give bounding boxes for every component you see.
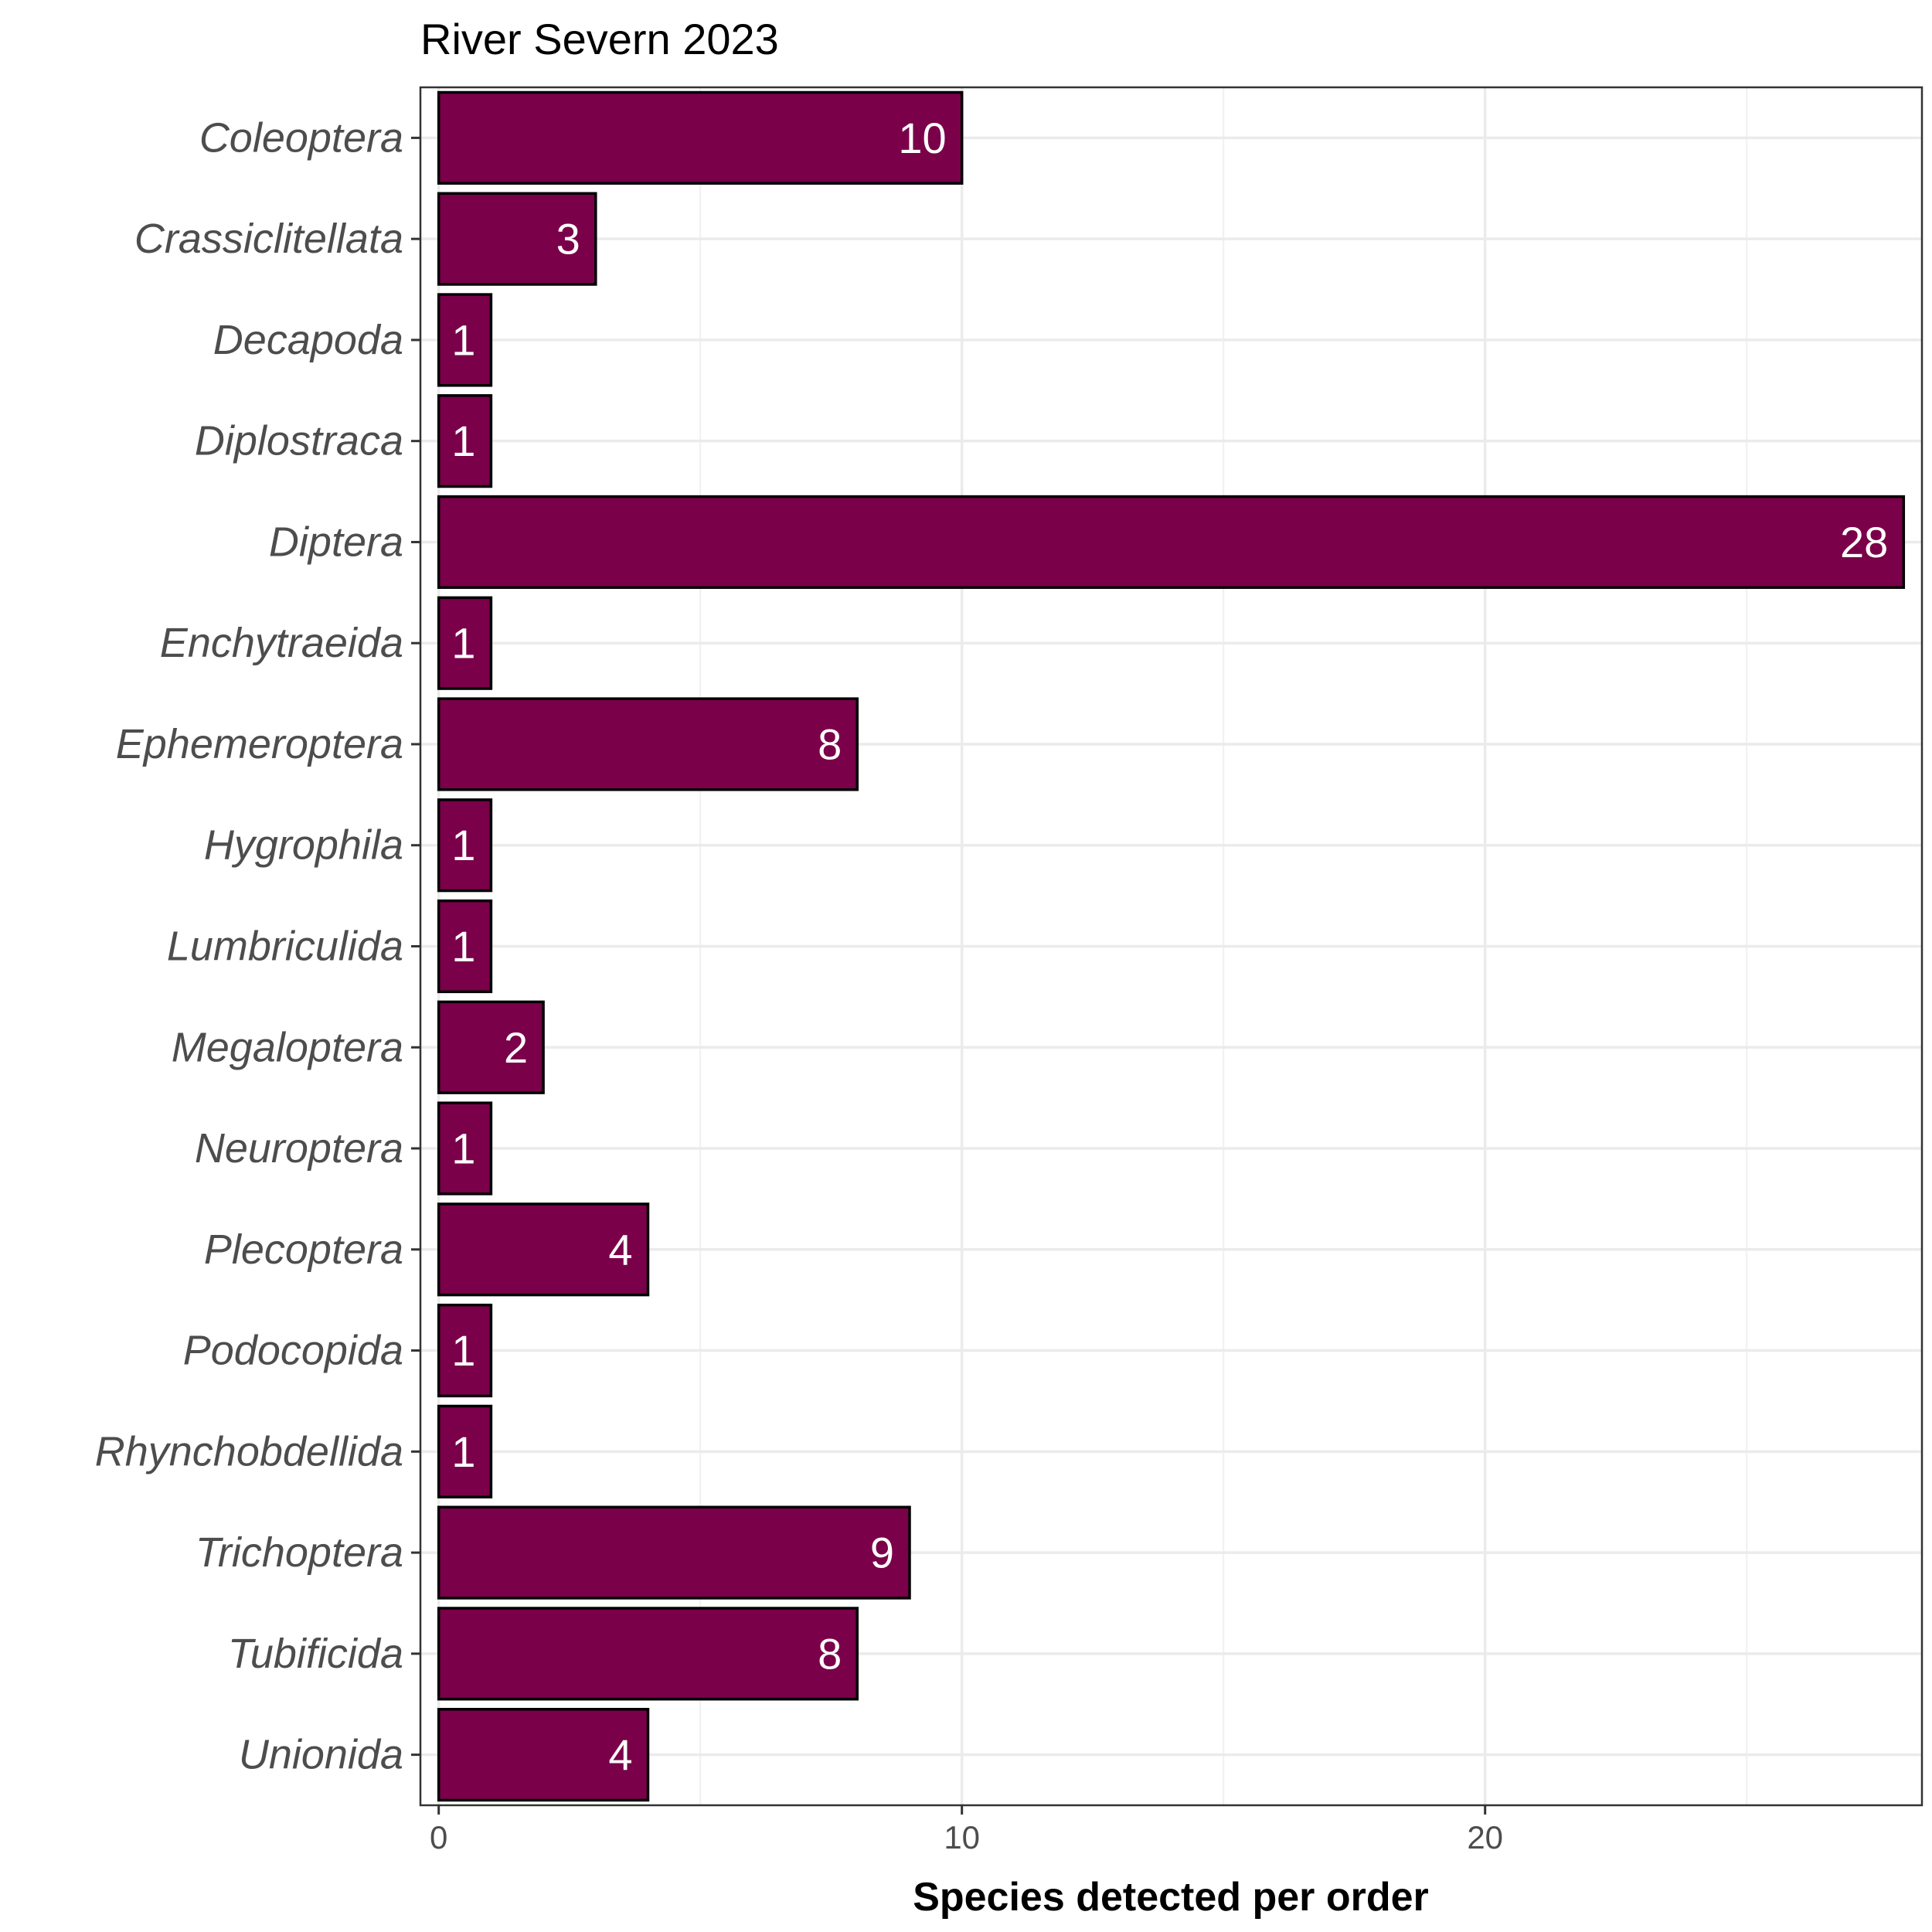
bar-podocopida bbox=[437, 1303, 493, 1398]
y-tick-label: Decapoda bbox=[213, 317, 403, 363]
bar-value-label: 1 bbox=[451, 1427, 475, 1476]
bars bbox=[437, 90, 1906, 1802]
bar-diplostraca bbox=[437, 394, 493, 488]
bar-value-label: 1 bbox=[451, 417, 475, 465]
bar-coleoptera bbox=[437, 90, 964, 185]
bar-value-label: 1 bbox=[451, 922, 475, 971]
bar-value-label: 3 bbox=[556, 215, 580, 264]
bar-plecoptera bbox=[437, 1202, 650, 1297]
x-tick-label: 20 bbox=[1467, 1819, 1503, 1855]
x-axis-title: Species detected per order bbox=[913, 1875, 1429, 1920]
y-tick-label: Hygrophila bbox=[204, 822, 403, 869]
bar-value-label: 1 bbox=[451, 1326, 475, 1375]
bar-neuroptera bbox=[437, 1101, 493, 1196]
bar-value-label: 9 bbox=[870, 1529, 894, 1577]
bar-megaloptera bbox=[437, 1000, 545, 1094]
bar-hygrophila bbox=[437, 798, 493, 893]
x-axis-ticks: 0 10 20 bbox=[430, 1805, 1503, 1855]
bar-value-labels: 10 3 1 1 28 1 8 1 1 2 1 4 1 1 9 8 4 bbox=[451, 114, 1888, 1779]
y-tick-label: Ephemeroptera bbox=[116, 721, 403, 767]
y-tick-label: Plecoptera bbox=[204, 1226, 403, 1273]
bar-decapoda bbox=[437, 293, 493, 387]
y-tick-label: Unionida bbox=[239, 1732, 403, 1778]
bar-value-label: 4 bbox=[608, 1225, 632, 1274]
x-tick-label: 10 bbox=[944, 1819, 980, 1855]
bar-value-label: 8 bbox=[818, 719, 842, 768]
y-tick-label: Neuroptera bbox=[195, 1125, 403, 1172]
y-tick-label: Lumbriculida bbox=[167, 923, 403, 970]
y-tick-label: Tubificida bbox=[228, 1631, 403, 1677]
y-tick-label: Megaloptera bbox=[172, 1024, 403, 1070]
y-tick-label: Coleoptera bbox=[199, 114, 403, 161]
bar-ephemeroptera bbox=[437, 697, 859, 791]
bar-tubificida bbox=[437, 1607, 859, 1701]
y-tick-label: Diplostraca bbox=[195, 418, 403, 464]
y-tick-label: Enchytraeida bbox=[160, 620, 403, 666]
bar-value-label: 4 bbox=[608, 1730, 632, 1779]
y-tick-label: Trichoptera bbox=[196, 1529, 403, 1576]
chart-title: River Severn 2023 bbox=[420, 15, 779, 63]
bar-value-label: 28 bbox=[1840, 518, 1888, 566]
bar-value-label: 10 bbox=[898, 114, 946, 162]
bar-value-label: 1 bbox=[451, 821, 475, 869]
y-tick-label: Podocopida bbox=[183, 1328, 403, 1374]
bar-lumbriculida bbox=[437, 899, 493, 994]
y-tick-label: Rhynchobdellida bbox=[95, 1428, 403, 1475]
bar-enchytraeida bbox=[437, 596, 493, 690]
x-tick-label: 0 bbox=[430, 1819, 447, 1855]
bar-value-label: 1 bbox=[451, 315, 475, 364]
bar-rhynchobdellida bbox=[437, 1404, 493, 1498]
y-axis-ticks: Coleoptera Crassiclitellata Decapoda Diplos… bbox=[95, 114, 420, 1778]
bar-trichoptera bbox=[437, 1505, 911, 1600]
bar-value-label: 8 bbox=[818, 1629, 842, 1678]
bar-unionida bbox=[437, 1708, 650, 1802]
bar-value-label: 2 bbox=[504, 1023, 528, 1072]
y-tick-label: Crassiclitellata bbox=[134, 216, 403, 262]
bar-crassiclitellata bbox=[437, 192, 597, 286]
y-tick-label: Diptera bbox=[269, 519, 403, 565]
bar-diptera bbox=[437, 495, 1906, 590]
bar-value-label: 1 bbox=[451, 619, 475, 668]
bar-value-label: 1 bbox=[451, 1124, 475, 1173]
